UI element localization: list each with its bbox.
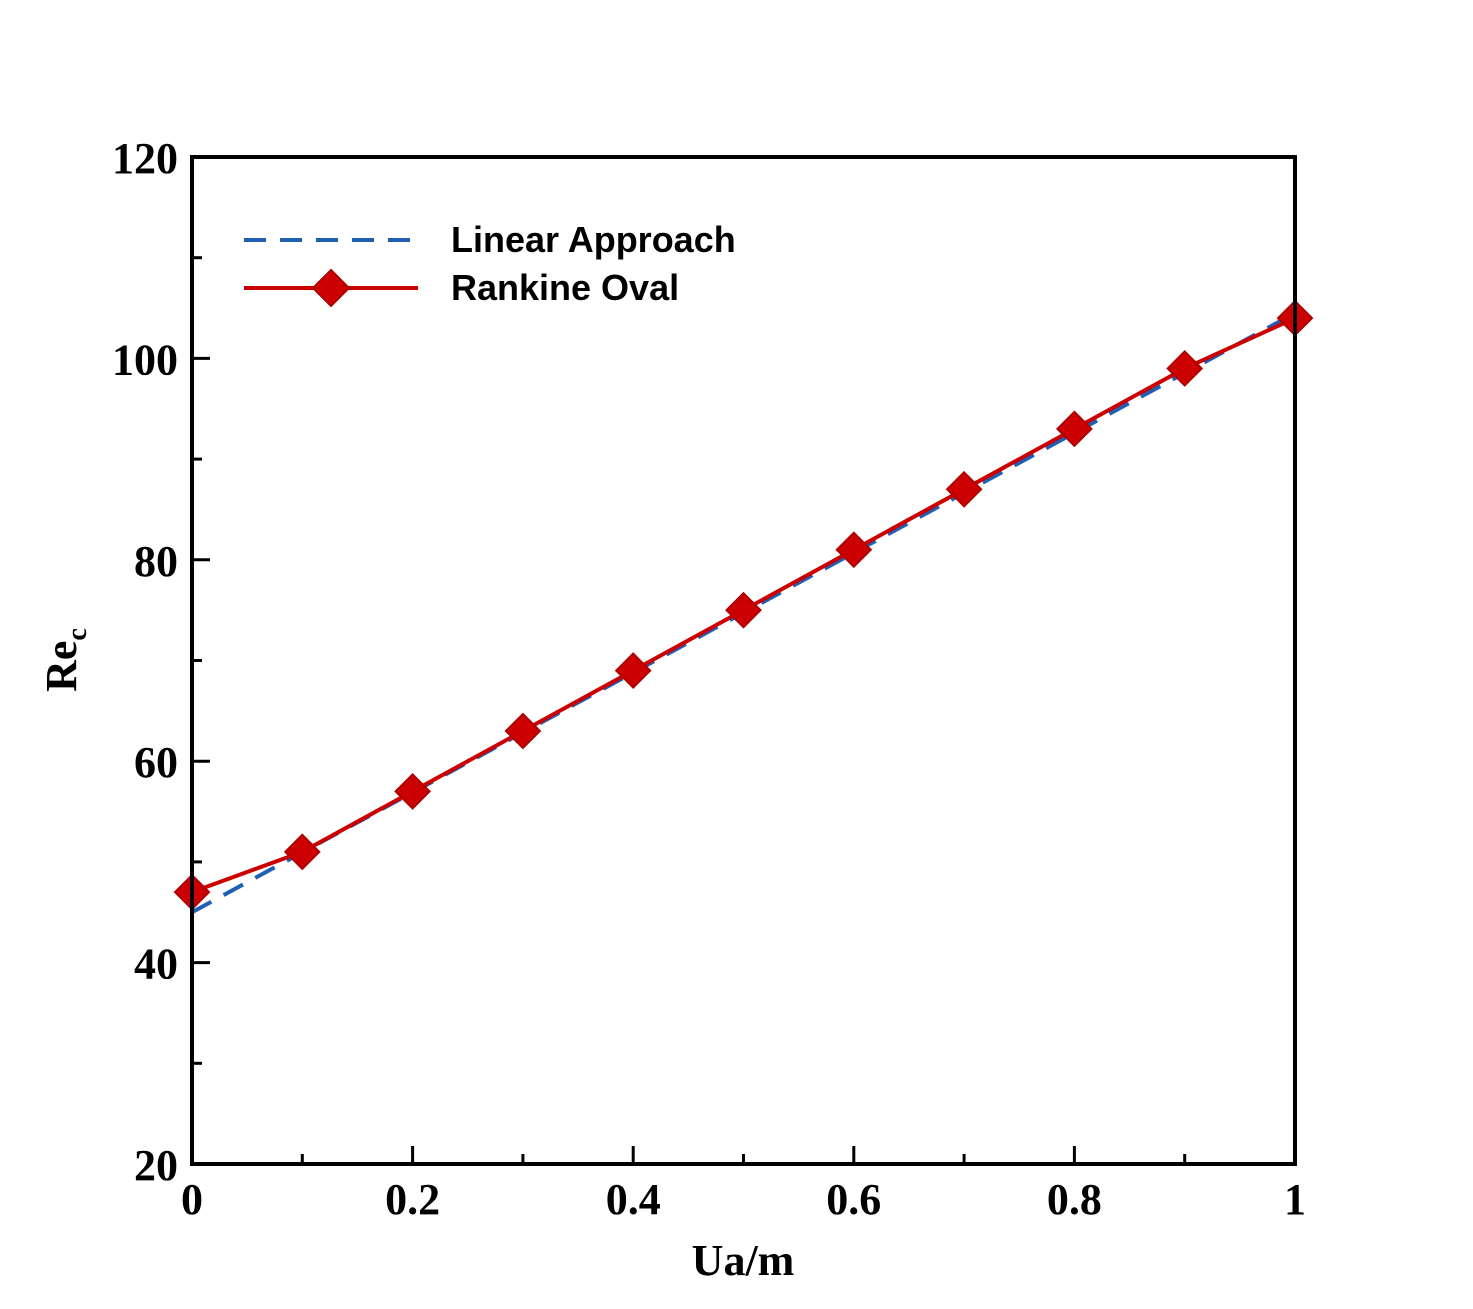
x-tick-label: 0.2 [385, 1175, 440, 1224]
data-point-rankine-oval [504, 712, 542, 750]
data-point-rankine-oval [1166, 350, 1204, 387]
x-tick-label: 0.8 [1047, 1175, 1102, 1224]
data-point-rankine-oval [1055, 410, 1093, 448]
legend-marker-rankine-oval [311, 268, 351, 308]
y-tick-label: 80 [134, 537, 178, 586]
data-point-rankine-oval [725, 591, 762, 629]
y-tick-label: 100 [112, 335, 178, 384]
x-tick-label: 0 [181, 1175, 203, 1224]
x-axis-title: Ua/m [692, 1236, 795, 1285]
data-point-rankine-oval [614, 652, 652, 689]
series-layer [173, 299, 1314, 915]
x-tick-label: 1 [1284, 1175, 1306, 1224]
data-point-rankine-oval [394, 772, 432, 810]
y-axis-title: Rec [37, 628, 93, 692]
y-axis-title-subscript: c [62, 628, 93, 640]
data-point-rankine-oval [283, 833, 321, 871]
legend-label-linear-approach: Linear Approach [451, 219, 736, 260]
svg-text:Rec: Rec [37, 628, 93, 692]
y-tick-label: 40 [134, 940, 178, 989]
y-axis-title-main: Re [37, 641, 86, 692]
data-point-rankine-oval [835, 531, 873, 569]
data-point-rankine-oval [945, 470, 983, 508]
x-tick-label: 0.6 [826, 1175, 881, 1224]
legend-label-rankine-oval: Rankine Oval [451, 267, 679, 308]
y-tick-label: 120 [112, 134, 178, 183]
y-tick-label: 60 [134, 738, 178, 787]
x-tick-label: 0.4 [606, 1175, 661, 1224]
y-tick-label: 20 [134, 1141, 178, 1190]
plot-frame [190, 155, 1297, 1166]
legend: Linear Approach Rankine Oval [244, 219, 736, 308]
